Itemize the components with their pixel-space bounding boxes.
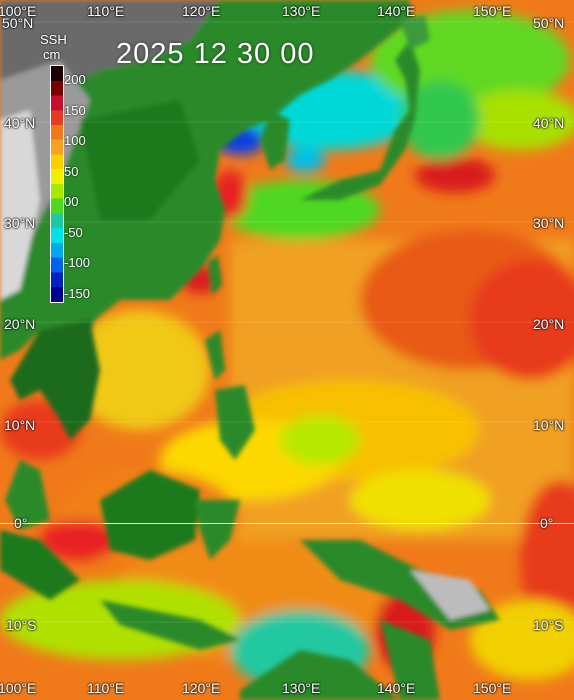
colorbar xyxy=(50,65,64,303)
colorbar-tick-label: 50 xyxy=(64,163,79,179)
lon-label-top-150: 150°E xyxy=(473,3,512,19)
lat-label-right-40n: 40°N xyxy=(533,115,565,131)
lon-label-top-100: 100°E xyxy=(0,3,37,19)
map-date-title: 2025 12 30 00 xyxy=(116,38,315,70)
lon-label-bottom-110: 110°E xyxy=(87,680,125,696)
lat-label-left-50n: 50°N xyxy=(2,15,34,31)
lat-label-left-10n: 10°N xyxy=(4,417,36,433)
lat-label-right-10n: 10°N xyxy=(533,417,565,433)
lon-label-bottom-140: 140°E xyxy=(377,680,416,696)
lat-label-right-20n: 20°N xyxy=(533,316,565,332)
lat-label-left-20n: 20°N xyxy=(4,316,36,332)
colorbar-tick-label: 200 xyxy=(64,72,86,87)
colorbar-tick-label: -150 xyxy=(64,286,91,301)
lat-label-right-50n: 50°N xyxy=(533,15,565,31)
colorbar-tick-label: -100 xyxy=(64,255,91,271)
colorbar-tick-label: 00 xyxy=(64,194,79,210)
lon-label-top-130: 130°E xyxy=(282,3,321,19)
lat-label-right-10s: 10°S xyxy=(533,617,564,633)
lon-label-bottom-130: 130°E xyxy=(282,680,321,696)
colorbar-tick-label: 150 xyxy=(64,102,86,118)
lon-label-bottom-100: 100°E xyxy=(0,680,37,696)
colorbar-tick-label: -50 xyxy=(64,224,83,240)
lon-label-bottom-120: 120°E xyxy=(182,680,221,696)
colorbar-unit: cm xyxy=(43,47,61,62)
graticule xyxy=(0,21,574,623)
lat-label-left-30n: 30°N xyxy=(4,215,36,231)
lat-label-right-30n: 30°N xyxy=(533,215,565,231)
lat-label-left-40n: 40°N xyxy=(4,115,36,131)
lon-label-top-120: 120°E xyxy=(182,3,221,19)
lon-label-bottom-150: 150°E xyxy=(473,680,512,696)
land xyxy=(0,0,500,700)
colorbar-title: SSH xyxy=(40,32,67,47)
equator-line xyxy=(0,523,574,524)
lon-label-top-140: 140°E xyxy=(377,3,416,19)
colorbar-tick-label: 100 xyxy=(64,133,86,149)
ssh-field xyxy=(0,10,574,690)
lat-label-right-0: 0° xyxy=(540,515,554,531)
lat-label-left-0: 0° xyxy=(14,515,28,531)
lon-label-top-110: 110°E xyxy=(87,3,125,19)
lat-label-left-10s: 10°S xyxy=(6,617,37,633)
